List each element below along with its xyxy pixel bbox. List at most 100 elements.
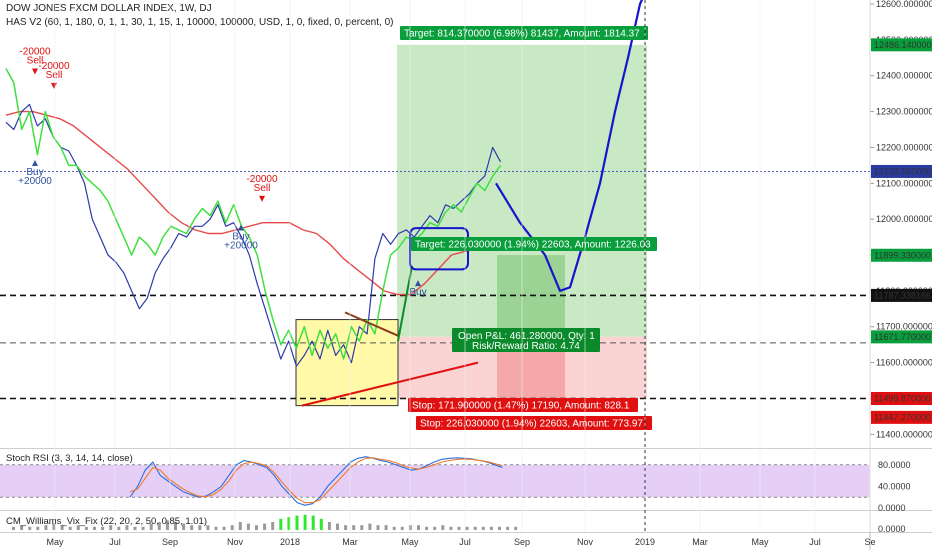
price-tag-box xyxy=(871,410,932,424)
price-tag: 11499.870000 xyxy=(874,394,931,404)
vix-bar xyxy=(327,522,331,530)
x-tick-label: Se xyxy=(864,537,875,547)
vix-bar xyxy=(101,526,105,530)
price-tag: 12486.140000 xyxy=(874,40,932,50)
vix-bar xyxy=(352,525,356,530)
target-label-secondary: Target: 226.030000 (1.94%) 22603, Amount… xyxy=(415,240,651,251)
vix-bar xyxy=(141,526,145,530)
price-tag: 11447.270000 xyxy=(874,412,931,422)
price-tag: 12133.050000 xyxy=(874,166,932,176)
vix-bar xyxy=(230,525,234,530)
price-tag-box xyxy=(871,288,932,302)
vix-bar xyxy=(303,514,307,530)
vix-bar xyxy=(246,523,250,530)
vix-bar xyxy=(28,526,32,530)
vix-bar xyxy=(344,525,348,530)
x-tick-label: May xyxy=(46,537,64,547)
vix-bar xyxy=(408,525,412,530)
support-trendline xyxy=(301,361,479,407)
panel-separator xyxy=(0,532,932,533)
vix-bar xyxy=(279,518,283,530)
vix-bar xyxy=(514,526,518,530)
vix-bar xyxy=(400,526,404,530)
stoch-d-line xyxy=(129,457,503,504)
vix-bar xyxy=(133,526,137,530)
vix-bar xyxy=(255,525,258,530)
vix-bar xyxy=(76,525,80,530)
vix-bar xyxy=(206,525,210,530)
y-tick-label: 11700.000000 xyxy=(876,322,932,332)
buy-arrow-icon xyxy=(32,159,38,166)
vix-bar xyxy=(457,526,461,530)
x-tick-label: Mar xyxy=(342,537,358,547)
vix-bar xyxy=(417,525,420,530)
y-tick-label: 11400.000000 xyxy=(876,429,932,439)
price-tag-box xyxy=(871,330,932,344)
vix-bar xyxy=(392,526,396,530)
vix-bar xyxy=(93,526,96,530)
breakout-line xyxy=(397,265,413,342)
price-tag: 11787.338166 xyxy=(874,290,931,300)
y-tick-label: 12600.000000 xyxy=(876,0,932,9)
stop-label-main-box xyxy=(408,398,638,412)
price-tag: 11899.330000 xyxy=(874,250,931,260)
vix-bar xyxy=(433,526,437,530)
y-tick-label: 12300.000000 xyxy=(876,107,932,117)
signal-label: Buy xyxy=(232,232,249,243)
price-tag-box xyxy=(871,164,932,178)
x-tick-label: Nov xyxy=(577,537,594,547)
signal-label: Sell xyxy=(46,70,63,81)
sell-arrow-icon xyxy=(259,195,265,202)
y-tick-label: 12000.000000 xyxy=(876,214,932,224)
x-tick-label: May xyxy=(401,537,419,547)
vix-bar xyxy=(84,526,88,530)
buy-arrow-icon xyxy=(415,280,421,287)
vix-bar xyxy=(319,518,323,530)
vix-bar xyxy=(368,523,372,530)
stoch-k-line xyxy=(129,456,503,506)
vix-bar xyxy=(481,526,485,530)
vix-bar xyxy=(271,522,275,530)
stoch-rsi-label: Stoch RSI (3, 3, 14, 14, close) xyxy=(6,453,133,464)
panel-separator xyxy=(0,510,932,511)
vix-tick-label: 0.0000 xyxy=(878,524,906,534)
vix-bar xyxy=(60,525,64,530)
vix-bar xyxy=(506,526,510,530)
vix-bar xyxy=(52,523,56,530)
buy-arrow-icon xyxy=(238,224,244,231)
vix-bar xyxy=(125,525,129,530)
blue-price-line xyxy=(5,103,502,367)
signal-amount: +20000 xyxy=(224,241,258,252)
y-tick-label: 11600.000000 xyxy=(876,358,932,368)
vix-bar xyxy=(465,526,469,530)
sell-arrow-icon xyxy=(51,82,57,89)
pnl-line1: Open P&L: 461.280000, Qty: 1 xyxy=(458,331,595,342)
target-label-secondary-box xyxy=(411,237,657,251)
vix-bar xyxy=(149,523,153,530)
vix-bar xyxy=(36,526,40,530)
stop-label-secondary-box xyxy=(416,416,652,430)
moving-average-line xyxy=(5,110,493,296)
vix-bar xyxy=(311,515,315,530)
vix-bar xyxy=(238,522,242,530)
vix-bar xyxy=(12,526,15,530)
vix-bar xyxy=(109,525,113,530)
vix-bar xyxy=(157,522,161,530)
vix-bar xyxy=(263,523,267,530)
pnl-box xyxy=(452,328,600,352)
price-tag: 11671.770000 xyxy=(874,332,931,342)
vix-bar xyxy=(425,526,429,530)
vix-bar xyxy=(198,525,202,530)
vix-bar xyxy=(165,520,169,530)
vix-bar xyxy=(182,523,186,530)
x-tick-label: Sep xyxy=(514,537,530,547)
vix-bar xyxy=(473,526,477,530)
x-tick-label: Jul xyxy=(109,537,121,547)
price-tag-box xyxy=(871,392,932,406)
signal-amount: +20000 xyxy=(18,176,52,187)
vix-bar xyxy=(489,526,493,530)
signal-label: Buy xyxy=(409,287,426,298)
x-tick-label: Jul xyxy=(809,537,821,547)
pnl-line2: Risk/Reward Ratio: 4.74 xyxy=(472,341,580,352)
